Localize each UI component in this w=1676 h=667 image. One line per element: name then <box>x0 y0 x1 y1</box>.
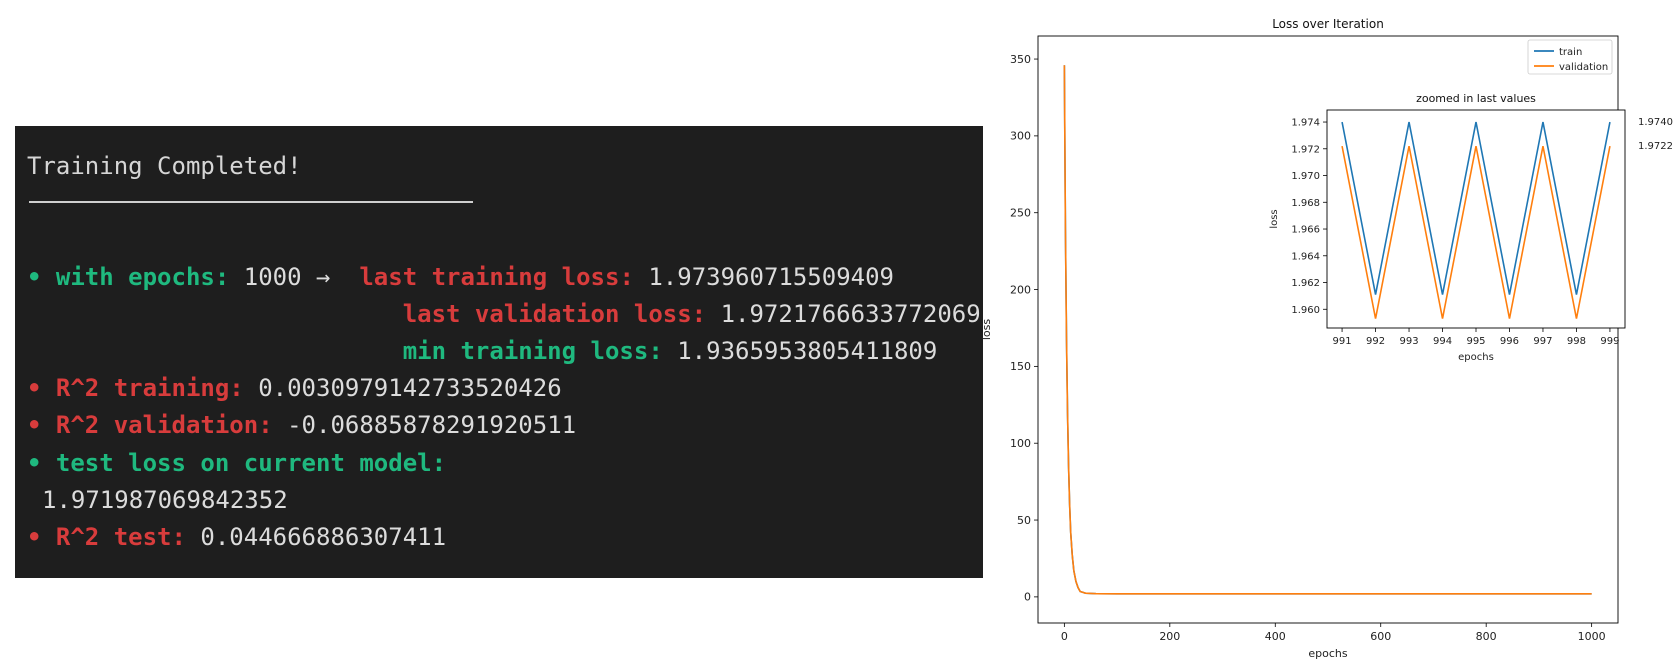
last-val-label: last validation loss: <box>402 300 707 328</box>
legend-label-train: train <box>1559 47 1582 58</box>
inset-y-axis-label: loss <box>1269 209 1280 228</box>
last-train-label: last training loss: <box>359 263 634 291</box>
test-loss-label: test loss on current model: <box>55 449 447 477</box>
inset-chart: 991 992 993 994 995 996 997 998 999 1.960 1.962 1.9… <box>1269 92 1673 363</box>
training-title: Training Completed! <box>27 152 302 180</box>
main-x-tick-label: 0 <box>1061 630 1068 643</box>
r2-val-value: -0.06885878291920511 <box>287 411 577 439</box>
main-x-tick-label: 400 <box>1265 630 1286 643</box>
test-loss-value: 1.971987069842352 <box>42 486 288 514</box>
main-y-tick-label: 300 <box>1010 130 1031 143</box>
legend-label-validation: validation <box>1559 62 1608 73</box>
inset-x-axis-label: epochs <box>1458 352 1494 363</box>
inset-y-tick-label: 1.974 <box>1291 118 1320 129</box>
inset-x-tick-label: 996 <box>1500 336 1519 347</box>
inset-y-tick-label: 1.962 <box>1291 278 1320 289</box>
last-train-value: 1.973960715509409 <box>648 263 894 291</box>
inset-y-tick-label: 1.964 <box>1291 251 1320 262</box>
title-underline <box>29 201 473 203</box>
inset-x-tick-label: 991 <box>1333 336 1352 347</box>
inset-x-tick-label: 997 <box>1533 336 1552 347</box>
inset-y-tick-label: 1.968 <box>1291 198 1320 209</box>
epochs-label: with epochs: <box>55 263 230 291</box>
legend: train validation <box>1527 39 1613 75</box>
training-output-panel: Training Completed! • with epochs: 1000 … <box>15 126 983 578</box>
inset-x-tick-label: 999 <box>1600 336 1619 347</box>
last-val-line: last validation loss: 1.9721766633772069 <box>27 300 981 328</box>
main-x-tick-label: 800 <box>1476 630 1497 643</box>
r2-train-line: • R^2 training: 0.0030979142733520426 <box>27 374 562 402</box>
bullet-red: • <box>27 523 42 551</box>
r2-test-line: • R^2 test: 0.044666886307411 <box>27 523 446 551</box>
inset-x-tick-label: 993 <box>1399 336 1418 347</box>
min-train-value: 1.9365953805411809 <box>677 337 938 365</box>
r2-val-line: • R^2 validation: -0.06885878291920511 <box>27 411 576 439</box>
min-train-label: min training loss: <box>402 337 663 365</box>
inset-x-tick-label: 992 <box>1366 336 1385 347</box>
epochs-value: 1000 <box>243 263 302 291</box>
r2-val-label: R^2 validation: <box>55 411 273 439</box>
main-y-axis-label: loss <box>980 319 993 341</box>
bullet-red: • <box>27 411 42 439</box>
main-x-axis-label: epochs <box>1308 647 1347 660</box>
test-loss-line-value: 1.971987069842352 <box>42 486 288 514</box>
bullet-green: • <box>27 263 42 291</box>
inset-x-tick-label: 994 <box>1433 336 1452 347</box>
main-y-tick-label: 50 <box>1017 514 1031 527</box>
bullet-red: • <box>27 374 42 402</box>
main-x-tick-label: 200 <box>1159 630 1180 643</box>
inset-annotation: 1.9722 <box>1638 141 1673 152</box>
r2-test-value: 0.044666886307411 <box>200 523 447 551</box>
main-y-tick-label: 0 <box>1024 591 1031 604</box>
epochs-line: • with epochs: 1000 → last training loss… <box>27 263 894 291</box>
inset-annotation: 1.9740 <box>1638 117 1673 128</box>
bullet-green: • <box>27 449 42 477</box>
main-y-tick-label: 250 <box>1010 207 1031 220</box>
last-val-value: 1.9721766633772069 <box>720 300 981 328</box>
inset-series-line-train <box>1341 121 1611 295</box>
inset-y-tick-label: 1.966 <box>1291 225 1320 236</box>
main-y-tick-label: 150 <box>1010 360 1031 373</box>
r2-test-label: R^2 test: <box>55 523 186 551</box>
main-y-tick-label: 200 <box>1010 283 1031 296</box>
inset-series-line-validation <box>1341 145 1611 319</box>
inset-y-tick-label: 1.970 <box>1291 171 1320 182</box>
main-x-tick-label: 600 <box>1370 630 1391 643</box>
test-loss-line: • test loss on current model: <box>27 449 446 477</box>
main-series-line-validation <box>1063 65 1592 595</box>
r2-train-value: 0.0030979142733520426 <box>258 374 562 402</box>
min-train-line: min training loss: 1.9365953805411809 <box>27 337 938 365</box>
inset-x-tick-label: 998 <box>1567 336 1586 347</box>
inset-y-tick-label: 1.960 <box>1291 305 1320 316</box>
inset-y-tick-label: 1.972 <box>1291 144 1320 155</box>
arrow-icon: → <box>316 263 331 291</box>
inset-chart-title: zoomed in last values <box>1416 92 1536 105</box>
inset-x-tick-label: 995 <box>1466 336 1485 347</box>
main-y-tick-label: 100 <box>1010 437 1031 450</box>
main-x-tick-label: 1000 <box>1578 630 1606 643</box>
r2-train-label: R^2 training: <box>55 374 244 402</box>
main-y-tick-label: 350 <box>1010 53 1031 66</box>
main-chart-title: Loss over Iteration <box>1272 17 1384 31</box>
